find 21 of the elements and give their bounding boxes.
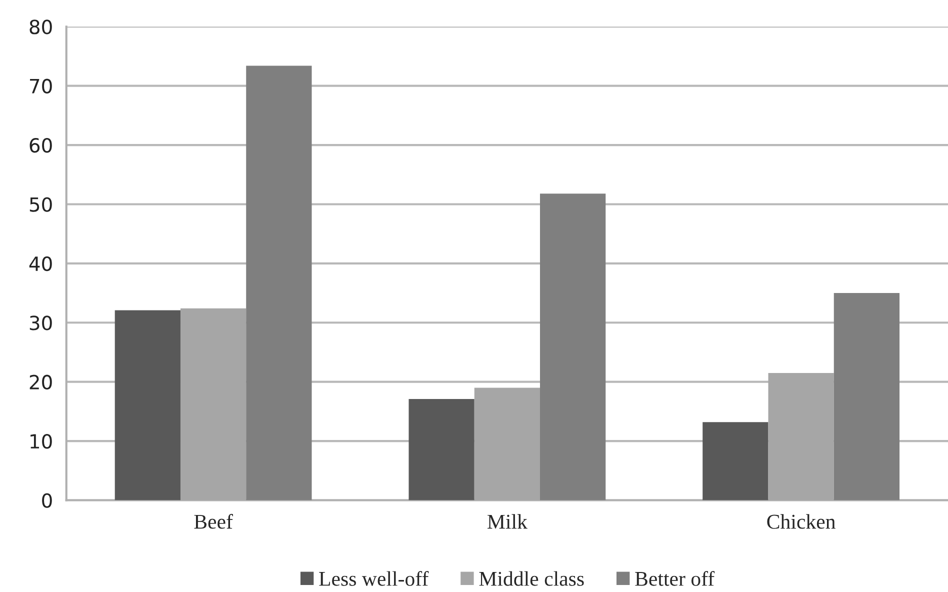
bar bbox=[702, 422, 768, 500]
y-tick-label: 20 bbox=[30, 374, 52, 390]
y-tick-label: 40 bbox=[29, 256, 52, 272]
x-tick-label: Beef bbox=[194, 514, 233, 529]
y-tick-label: 30 bbox=[30, 316, 52, 330]
legend-label: Better off bbox=[635, 571, 715, 586]
x-tick-label: Chicken bbox=[767, 514, 836, 529]
legend-label: Middle class bbox=[479, 571, 584, 586]
bar bbox=[246, 66, 312, 500]
bar bbox=[114, 310, 180, 500]
y-tick-label: 80 bbox=[30, 20, 52, 34]
bar bbox=[834, 293, 900, 500]
y-tick-label: 0 bbox=[42, 493, 52, 508]
x-tick-label: Milk bbox=[488, 514, 528, 529]
y-tick-label: 60 bbox=[30, 138, 52, 153]
y-tick-label: 70 bbox=[30, 78, 52, 94]
y-tick-label: 10 bbox=[30, 434, 52, 449]
y-tick-label: 50 bbox=[30, 197, 52, 212]
bar bbox=[408, 399, 474, 500]
bar bbox=[540, 194, 606, 500]
legend-label: Less well-off bbox=[319, 571, 429, 586]
